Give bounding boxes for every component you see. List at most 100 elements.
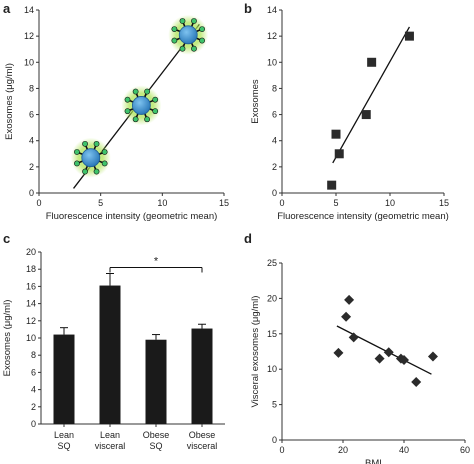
data-point-diamond [344, 294, 355, 305]
data-point-square [334, 149, 344, 159]
exosome-receptor [132, 88, 139, 95]
exosome-core [131, 96, 151, 115]
y-tick-label: 15 [267, 329, 277, 339]
x-tick-label: 20 [338, 445, 348, 455]
data-point-diamond [341, 311, 352, 322]
data-point-square [361, 110, 371, 120]
data-point-square [331, 129, 341, 139]
y-tick-label: 14 [267, 5, 277, 15]
y-tick-label: 12 [267, 31, 277, 41]
exosome-icon [168, 14, 209, 55]
y-tick-label: 14 [26, 299, 36, 309]
data-point-square [327, 180, 337, 190]
x-tick-label: 15 [439, 198, 449, 208]
significance-marker: * [154, 255, 159, 267]
category-label: visceral [95, 441, 126, 451]
exosome-receptor [74, 149, 80, 155]
exosome-receptor [124, 96, 131, 103]
y-tick-label: 0 [31, 419, 36, 429]
panel-d-plot: 0 5 10 15 20 25 0 20 40 60 BMI Visceral exosomes (μ… [250, 258, 470, 464]
y-tick-label: 0 [272, 188, 277, 198]
panel-b-letter: b [244, 1, 252, 16]
category-label: Lean [100, 430, 120, 440]
exosome-receptor [101, 160, 108, 167]
panel-b-plot: 0 2 4 6 8 10 12 14 0 5 10 15 Fluorescence intensity … [250, 5, 449, 222]
exosome-receptor [171, 26, 178, 32]
y-tick-label: 4 [29, 136, 34, 146]
x-tick-label: 15 [219, 198, 229, 208]
data-point-diamond [411, 376, 422, 387]
y-tick-label: 20 [26, 247, 36, 257]
y-tick-label: 20 [267, 293, 277, 303]
data-point-diamond [348, 332, 359, 343]
bar [99, 285, 121, 424]
y-tick-label: 10 [267, 364, 277, 374]
panel-c-letter: c [3, 231, 10, 246]
exosome-receptor [124, 108, 131, 115]
category-label: visceral [187, 441, 218, 451]
panel-a-letter: a [3, 1, 11, 16]
x-tick-label: 0 [279, 445, 284, 455]
y-tick-label: 12 [24, 31, 34, 41]
y-tick-label: 25 [267, 258, 277, 268]
exosome-receptor [191, 45, 197, 52]
y-axis-title: Exosomes (μg/ml) [2, 300, 13, 377]
x-axis-title: BMI [365, 458, 382, 464]
data-point-diamond [383, 347, 394, 358]
bar [145, 339, 167, 424]
exosome-receptor [191, 18, 197, 24]
exosome-receptor [144, 116, 151, 123]
exosome-receptor [93, 140, 100, 147]
y-tick-label: 0 [29, 188, 34, 198]
y-tick-label: 10 [24, 57, 34, 67]
data-point-diamond [374, 353, 385, 364]
data-point-square [367, 57, 377, 67]
y-tick-label: 2 [29, 162, 34, 172]
panel-d-letter: d [244, 231, 252, 246]
x-tick-label: 0 [36, 198, 41, 208]
category-label: Lean [54, 430, 74, 440]
panel-d: d 0 5 10 15 20 25 0 20 40 60 BMI Visceral exosomes … [244, 231, 470, 464]
y-axis-title: Exosomes [250, 79, 261, 124]
panel-b: b 0 2 4 6 8 10 12 14 0 5 10 15 Fluorescence intensit… [244, 1, 449, 222]
data-point-diamond [333, 347, 344, 358]
category-label: SQ [57, 441, 70, 451]
x-axis-title: Fluorescence intensity (geometric mean) [277, 211, 449, 222]
exosome-icon [121, 85, 162, 126]
category-label: Obese [143, 430, 170, 440]
y-tick-label: 2 [31, 402, 36, 412]
y-tick-label: 2 [272, 162, 277, 172]
x-tick-label: 40 [399, 445, 409, 455]
y-tick-label: 10 [26, 333, 36, 343]
x-tick-label: 0 [279, 198, 284, 208]
data-point-diamond [427, 351, 438, 362]
category-label: SQ [149, 441, 162, 451]
exosome-receptor [179, 45, 186, 52]
exosome-receptor [132, 116, 139, 123]
exosome-receptor [93, 168, 100, 175]
y-tick-label: 6 [29, 110, 34, 120]
exosome-core [81, 148, 101, 168]
category-label: Obese [189, 430, 216, 440]
y-tick-label: 6 [272, 110, 277, 120]
bar [191, 328, 213, 424]
x-tick-label: 5 [98, 198, 103, 208]
x-tick-label: 10 [157, 198, 167, 208]
exosome-icon [70, 137, 111, 178]
exosome-receptor [144, 88, 151, 95]
y-tick-label: 4 [31, 385, 36, 395]
data-point-square [404, 31, 414, 41]
x-tick-label: 10 [385, 198, 395, 208]
data-point-diamond [399, 354, 409, 365]
y-tick-label: 18 [26, 264, 36, 274]
y-tick-label: 8 [272, 83, 277, 93]
exosome-receptor [199, 26, 205, 32]
exosome-receptor [101, 149, 108, 155]
exosome-receptor [152, 108, 159, 115]
x-tick-label: 60 [460, 445, 470, 455]
exosome-receptor [82, 140, 88, 147]
